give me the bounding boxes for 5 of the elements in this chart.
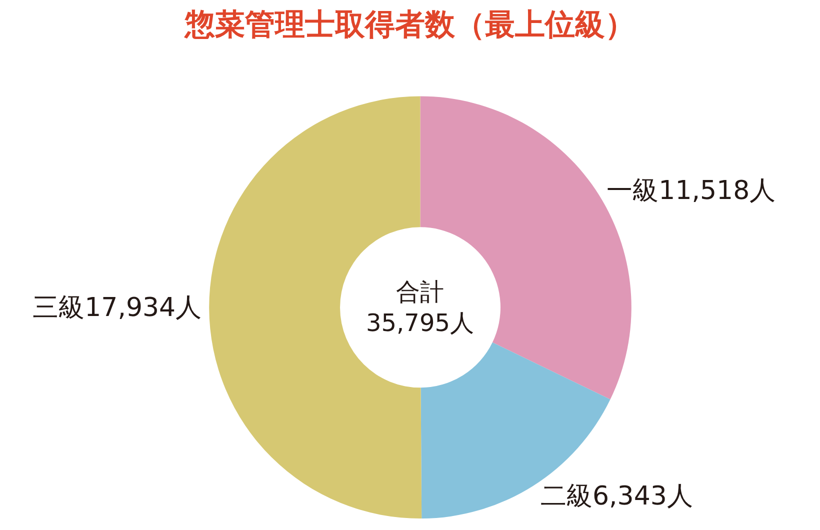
slice-label: 三級17,934人 (32, 293, 202, 324)
text: 合計 35,795人 (366, 278, 474, 338)
slice-label: 一級11,518人 (606, 176, 776, 206)
chart-title: 惣菜管理士取得者数（最上位級） (183, 7, 635, 42)
slice-label: 二級6,343人 (540, 482, 693, 512)
